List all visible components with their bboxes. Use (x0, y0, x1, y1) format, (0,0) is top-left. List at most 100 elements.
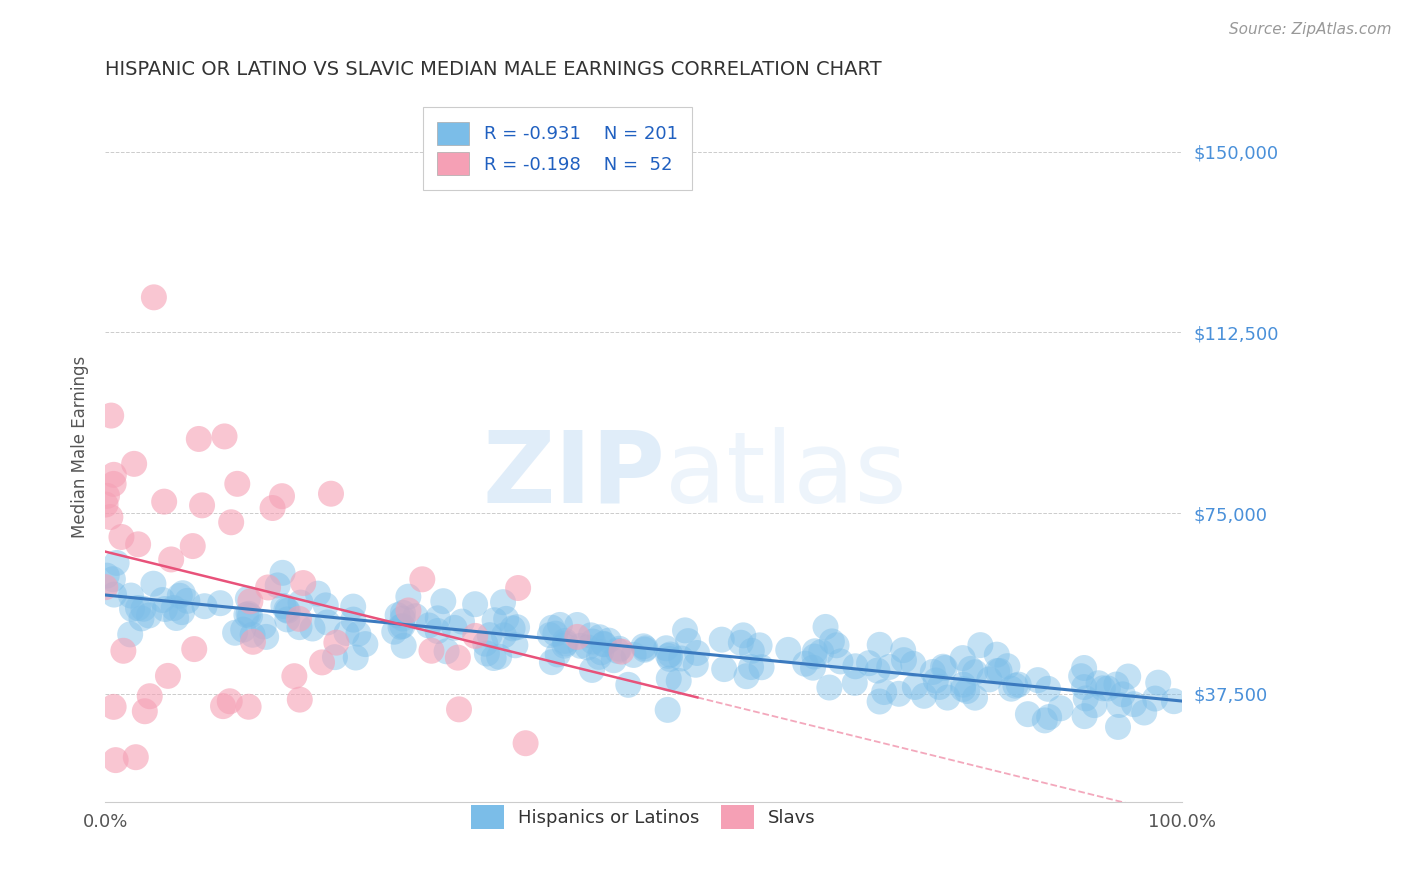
Point (928, 680, 950, 694)
Point (447, 650, 470, 665)
Point (668, 673, 690, 688)
Point (288, 620, 311, 634)
Point (236, 591, 259, 606)
Point (657, 703, 679, 717)
Point (887, 687, 910, 701)
Point (1026, 673, 1049, 687)
Point (354, 637, 377, 651)
Point (794, 657, 817, 671)
Point (801, 661, 824, 675)
Point (804, 644, 827, 658)
Point (891, 643, 914, 657)
Point (447, 702, 470, 716)
Point (877, 660, 900, 674)
Point (581, 663, 603, 677)
Point (134, 704, 156, 718)
Point (591, 645, 613, 659)
Point (382, 624, 405, 639)
Point (156, 669, 179, 683)
Point (277, 604, 299, 618)
Point (844, 659, 866, 673)
Point (125, 750, 148, 764)
Point (655, 641, 678, 656)
Point (443, 621, 465, 635)
Point (673, 624, 696, 638)
Point (335, 626, 357, 640)
Point (398, 603, 420, 617)
Point (515, 736, 537, 750)
Point (1004, 679, 1026, 693)
Point (103, 588, 125, 602)
Point (404, 609, 426, 624)
Point (392, 639, 415, 653)
Point (103, 467, 125, 482)
Point (1097, 681, 1119, 696)
Point (396, 590, 419, 604)
Point (474, 637, 496, 651)
Point (271, 566, 294, 580)
Point (311, 656, 333, 670)
Point (492, 595, 515, 609)
Point (105, 556, 128, 570)
Point (502, 621, 524, 635)
Point (142, 576, 165, 591)
Point (239, 594, 262, 608)
Point (132, 601, 155, 615)
Point (659, 648, 682, 662)
Point (138, 608, 160, 623)
Point (142, 290, 165, 304)
Point (387, 608, 409, 623)
Text: HISPANIC OR LATINO VS SLAVIC MEDIAN MALE EARNINGS CORRELATION CHART: HISPANIC OR LATINO VS SLAVIC MEDIAN MALE… (105, 60, 882, 78)
Point (218, 694, 240, 708)
Point (963, 690, 986, 705)
Point (239, 608, 262, 623)
Point (139, 690, 162, 704)
Point (963, 665, 986, 680)
Point (893, 653, 915, 667)
Point (617, 678, 640, 692)
Point (588, 649, 610, 664)
Point (283, 669, 305, 683)
Point (1033, 714, 1056, 728)
Point (1107, 720, 1129, 734)
Point (733, 628, 755, 642)
Point (505, 638, 527, 652)
Point (866, 664, 889, 678)
Point (235, 607, 257, 622)
Point (482, 651, 505, 665)
Point (451, 615, 474, 629)
Point (730, 636, 752, 650)
Point (172, 586, 194, 600)
Point (538, 628, 561, 642)
Point (904, 680, 927, 694)
Point (262, 501, 284, 516)
Point (122, 457, 145, 471)
Point (932, 659, 955, 673)
Point (1036, 681, 1059, 696)
Point (100, 409, 122, 423)
Point (623, 648, 645, 662)
Point (391, 619, 413, 633)
Point (276, 612, 298, 626)
Point (588, 630, 610, 644)
Point (1073, 709, 1095, 723)
Point (191, 499, 214, 513)
Point (94, 580, 117, 594)
Point (582, 634, 605, 648)
Point (1070, 669, 1092, 683)
Point (567, 630, 589, 644)
Point (685, 657, 707, 672)
Point (873, 685, 896, 699)
Point (98, 510, 121, 524)
Point (671, 651, 693, 665)
Point (610, 645, 633, 659)
Point (553, 639, 575, 653)
Point (658, 652, 681, 666)
Point (1073, 661, 1095, 675)
Point (506, 581, 529, 595)
Point (934, 661, 956, 675)
Point (238, 699, 260, 714)
Point (579, 628, 602, 642)
Point (748, 638, 770, 652)
Point (657, 648, 679, 663)
